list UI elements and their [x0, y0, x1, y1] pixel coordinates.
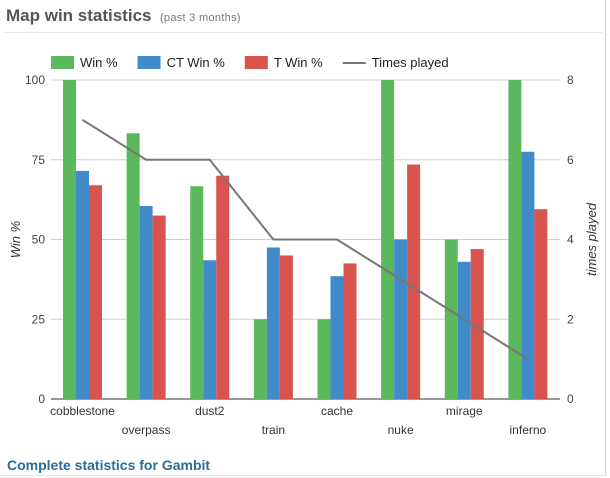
x-tick-label: mirage — [446, 404, 483, 418]
x-tick-label: dust2 — [195, 404, 225, 418]
bar-win-train — [253, 319, 267, 399]
bar-ct-win-train — [266, 247, 280, 399]
legend-entry: CT Win % — [167, 55, 226, 70]
panel-title: Map win statistics — [6, 6, 152, 25]
bar-win-cache — [317, 319, 331, 399]
y-left-axis-label: Win % — [8, 221, 23, 258]
legend-swatch — [137, 56, 161, 69]
y-right-axis-label: times played — [584, 202, 599, 276]
bar-t-win-dust2 — [216, 175, 230, 399]
bar-t-win-overpass — [152, 215, 166, 399]
bar-ct-win-mirage — [457, 261, 471, 399]
y-right-tick-label: 8 — [567, 73, 574, 87]
bar-win-overpass — [126, 133, 140, 399]
y-right-tick-label: 6 — [567, 153, 574, 167]
bar-ct-win-dust2 — [203, 260, 217, 399]
x-tick-label: cache — [321, 404, 353, 418]
bar-t-win-cobblestone — [89, 185, 102, 399]
bar-ct-win-overpass — [139, 206, 153, 399]
legend-entry: T Win % — [274, 55, 323, 70]
y-right-tick-label: 2 — [567, 312, 574, 326]
bar-win-nuke — [381, 80, 395, 399]
panel-subtitle: (past 3 months) — [159, 12, 241, 24]
y-left-tick-label: 50 — [32, 233, 46, 247]
bar-ct-win-cache — [330, 276, 344, 399]
legend-swatch — [51, 56, 74, 69]
bar-t-win-nuke — [407, 164, 421, 399]
bar-win-dust2 — [190, 186, 204, 399]
legend-entry: Win % — [80, 55, 118, 70]
x-tick-label: nuke — [388, 423, 414, 437]
legend-swatch — [244, 56, 268, 69]
x-tick-label: inferno — [510, 423, 547, 437]
y-right-tick-label: 0 — [567, 392, 574, 406]
y-left-tick-label: 25 — [32, 312, 46, 326]
map-win-chart: 0 25 50 75 100 0 2 4 6 8 Win % times played cobblest… — [8, 55, 599, 437]
x-tick-label: overpass — [122, 423, 171, 437]
complete-statistics-link[interactable]: Complete statistics for Gambit — [7, 457, 211, 473]
header-divider — [4, 32, 602, 33]
bar-ct-win-nuke — [394, 239, 408, 399]
y-left-tick-label: 0 — [38, 392, 45, 406]
y-left-tick-label: 100 — [25, 73, 45, 87]
y-right-tick-label: 4 — [567, 233, 574, 247]
x-tick-label: train — [262, 423, 285, 437]
bar-t-win-cache — [343, 263, 357, 399]
bar-t-win-inferno — [534, 209, 548, 399]
line-times-played — [81, 119, 529, 360]
bar-win-mirage — [444, 239, 458, 399]
bar-t-win-train — [279, 255, 293, 399]
bar-win-inferno — [508, 80, 522, 399]
y-left-tick-label: 75 — [32, 153, 46, 167]
legend-entry: Times played — [372, 55, 449, 70]
bar-t-win-mirage — [470, 249, 484, 399]
bar-ct-win-inferno — [521, 151, 535, 399]
panel-header: Map win statistics (past 3 months) — [6, 6, 241, 26]
bar-ct-win-cobblestone — [76, 170, 89, 399]
bar-win-cobblestone — [63, 80, 76, 399]
x-tick-label: cobblestone — [50, 404, 115, 418]
